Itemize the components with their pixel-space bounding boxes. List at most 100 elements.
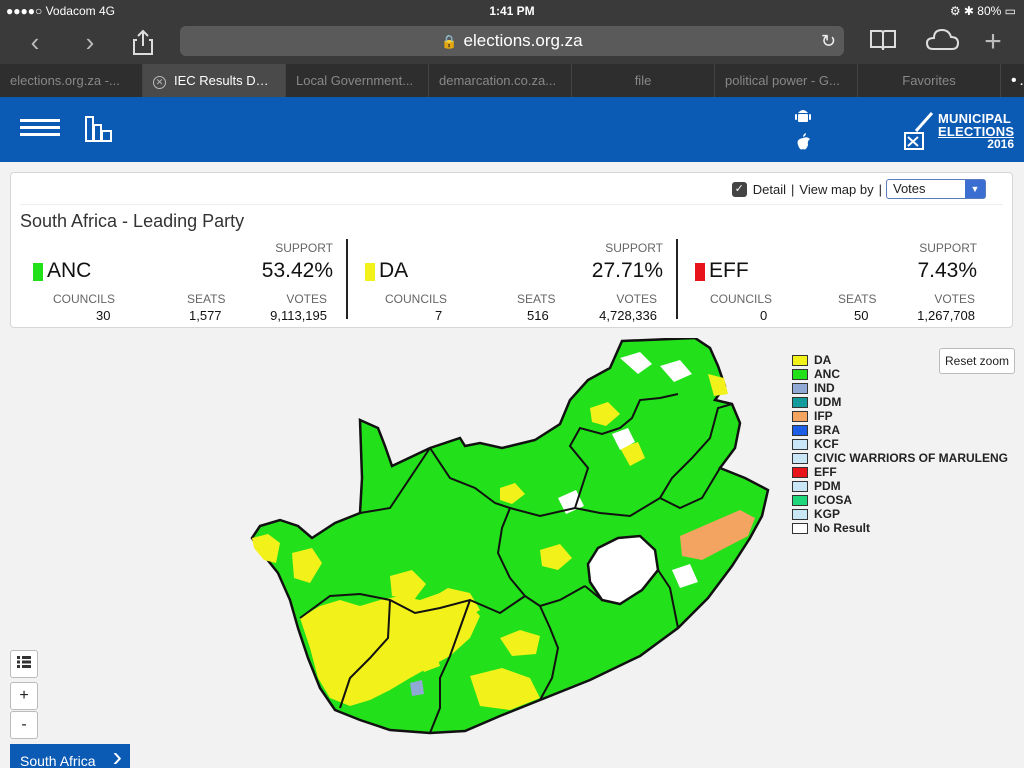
legend-label: DA [814,353,832,367]
chevron-down-icon: ▼ [965,180,985,198]
separator: | [878,181,882,197]
cloud-icon[interactable] [922,28,962,58]
map-da-region [415,650,440,672]
south-africa-election-map[interactable] [240,338,780,738]
map-legend: DA ANC IND UDM IFP BRA KCF CIVIC WARRIOR… [792,353,1008,535]
tab-political-power[interactable]: political power - G... [715,64,858,97]
apple-icon[interactable] [795,133,811,156]
legend-swatch [792,522,808,534]
close-tab-icon[interactable]: ✕ [153,76,166,89]
browser-toolbar: ‹ › 🔒 elections.org.za ↻ + [0,22,1024,64]
address-bar[interactable]: 🔒 elections.org.za ↻ [180,26,844,56]
tab-local-government[interactable]: Local Government... [286,64,429,97]
legend-item-ind: IND [792,381,1008,395]
votes-label: VOTES [286,292,327,306]
detail-checkbox[interactable]: ✓ [731,181,747,197]
view-map-select[interactable]: Votes ▼ [886,179,986,199]
legend-label: BRA [814,423,840,437]
tab-file[interactable]: file [572,64,715,97]
seats-label: SEATS [517,292,556,306]
legend-item-da: DA [792,353,1008,367]
legend-label: KCF [814,437,839,451]
legend-swatch [792,410,808,422]
legend-item-kcf: KCF [792,437,1008,451]
more-tabs-icon[interactable]: ••• [1011,72,1024,89]
status-bar: ●●●●○ Vodacom 4G 1:41 PM ⚙ ✱ 80% ▭ [0,0,1024,22]
breadcrumb[interactable]: South Africa › [10,744,130,768]
legend-swatch [792,354,808,366]
tab-label: IEC Results Das... [174,73,281,88]
detail-label: Detail [752,181,787,197]
party-color-swatch [695,263,705,281]
chevron-right-icon: › [112,744,122,768]
tab-demarcation[interactable]: demarcation.co.za... [429,64,572,97]
legend-swatch [792,452,808,464]
legend-swatch [792,396,808,408]
new-tab-icon[interactable]: + [984,25,1002,58]
councils-label: COUNCILS [710,292,773,306]
party-name: EFF [709,259,749,282]
legend-label: IND [814,381,835,395]
bookmarks-icon[interactable] [868,28,898,58]
leading-party-card: ✓ Detail | View map by | Votes ▼ South Af… [10,172,1013,328]
logo-line2: ELECTIONS [938,124,1015,139]
seats-label: SEATS [187,292,226,306]
select-value: Votes [893,181,926,196]
party-support: 53.42% [261,259,333,282]
legend-label: No Result [814,521,871,535]
legend-item-ifp: IFP [792,409,1008,423]
map-da-region [292,548,322,583]
forward-icon[interactable]: › [85,27,95,57]
map-da-region [500,630,540,656]
reset-zoom-button[interactable]: Reset zoom [939,348,1015,374]
legend-item-anc: ANC [792,367,1008,381]
map-da-region [500,483,525,504]
share-icon[interactable] [128,28,158,58]
map-da-region [470,668,540,710]
tab-favorites[interactable]: Favorites [858,64,1001,97]
tab-iec-results[interactable]: ✕ IEC Results Das... [143,64,286,97]
legend-swatch [792,438,808,450]
list-icon [17,656,31,668]
reload-icon[interactable]: ↻ [820,31,836,51]
zoom-out-button[interactable]: - [10,711,38,739]
divider [20,204,1003,205]
tab-bar: elections.org.za -... ✕ IEC Results Das..… [0,64,1024,97]
party-separator [676,239,678,319]
support-label: SUPPORT [919,241,977,255]
hamburger-menu-icon[interactable] [20,119,60,137]
map-lesotho [586,534,660,606]
back-icon[interactable]: ‹ [30,27,40,57]
legend-swatch [792,466,808,478]
battery-percent: 80% [977,4,1002,18]
party-name: ANC [47,259,92,282]
legend-label: ICOSA [814,493,853,507]
municipal-elections-logo: MUNICIPAL ELECTIONS 2016 [900,103,1016,155]
tab-elections[interactable]: elections.org.za -... [0,64,143,97]
bar-chart-icon[interactable] [84,113,114,143]
map-da-region [590,402,620,426]
legend-item-eff: EFF [792,465,1008,479]
votes-value: 9,113,195 [270,308,327,323]
legend-label: ANC [814,367,840,381]
map-ind-patch [410,680,424,696]
separator: | [791,181,795,197]
votes-label: VOTES [934,292,975,306]
party-separator [346,239,348,319]
map-da-region [620,442,645,466]
legend-swatch [792,382,808,394]
map-province-border [299,393,733,734]
seats-label: SEATS [838,292,877,306]
support-label: SUPPORT [605,241,663,255]
councils-value: 30 [96,308,111,323]
legend-label: IFP [814,409,833,423]
councils-label: COUNCILS [385,292,448,306]
legend-swatch [792,424,808,436]
zoom-in-button[interactable]: + [10,682,38,710]
android-icon[interactable] [795,107,811,130]
legend-item-kgp: KGP [792,507,1008,521]
map-da-region [252,534,280,563]
support-label: SUPPORT [275,241,333,255]
list-view-button[interactable] [10,650,38,678]
map-da-region [540,544,572,570]
